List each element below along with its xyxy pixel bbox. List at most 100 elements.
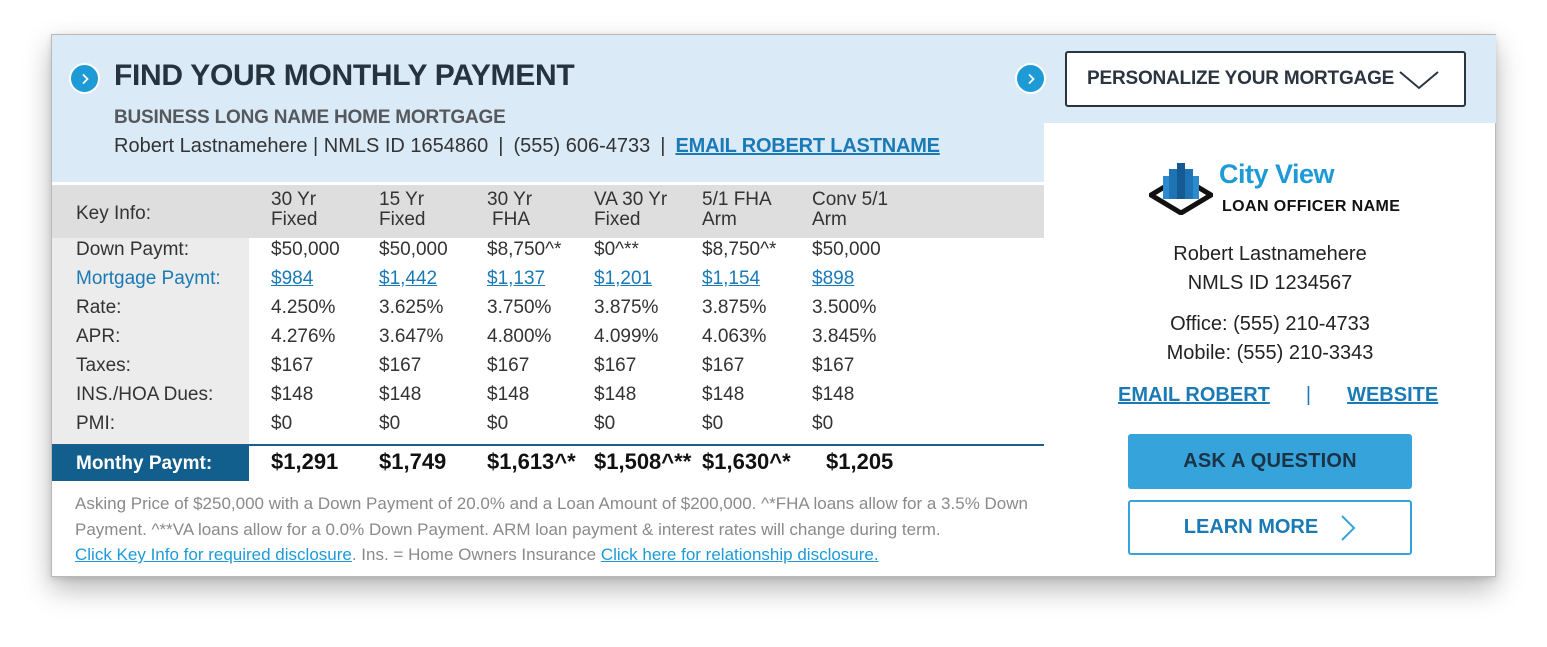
monthly-paymt-value: $1,630^* bbox=[702, 449, 791, 474]
table-cell: $167 bbox=[271, 355, 314, 376]
monthly-paymt-value: $1,613^* bbox=[487, 449, 576, 474]
table-cell: $0 bbox=[812, 413, 834, 434]
officer-phone: (555) 606-4733 bbox=[513, 135, 651, 157]
officer-name-nmls: Robert Lastnamehere | NMLS ID 1654860 bbox=[114, 135, 489, 157]
table-cell: $148 bbox=[487, 384, 530, 405]
chevron-right-icon bbox=[1027, 73, 1035, 84]
expand-payment-button[interactable] bbox=[69, 63, 100, 94]
email-robert-link[interactable]: EMAIL ROBERT bbox=[1118, 384, 1270, 406]
table-cell: 3.625% bbox=[379, 297, 444, 318]
row-label: PMI: bbox=[76, 413, 116, 434]
table-cell: $148 bbox=[594, 384, 637, 405]
table-header bbox=[52, 185, 1044, 238]
monthly-paymt-value: $1,749 bbox=[379, 449, 447, 474]
table-cell: 3.647% bbox=[379, 326, 444, 347]
monthly-paymt-value: $1,508^** bbox=[594, 449, 692, 474]
chevron-right-icon bbox=[81, 73, 89, 84]
mortgage-paymt-link[interactable]: $898 bbox=[812, 268, 855, 289]
table-cell: $148 bbox=[271, 384, 314, 405]
table-cell: $0 bbox=[702, 413, 724, 434]
divider bbox=[52, 444, 1044, 446]
personalize-toggle-button[interactable] bbox=[1015, 63, 1046, 94]
mobile-phone: Mobile: (555) 210-3343 bbox=[1166, 342, 1374, 364]
monthly-paymt-value: $1,205 bbox=[826, 449, 894, 474]
row-label: Taxes: bbox=[76, 355, 131, 376]
office-phone: Office: (555) 210-4733 bbox=[1170, 313, 1370, 335]
table-cell: $167 bbox=[487, 355, 530, 376]
disclaimer-text: Asking Price of $250,000 with a Down Pay… bbox=[75, 494, 1028, 539]
personalize-label: PERSONALIZE YOUR MORTGAGE bbox=[1087, 68, 1395, 89]
table-cell: $50,000 bbox=[271, 239, 340, 260]
table-cell: $0 bbox=[594, 413, 616, 434]
officer-links: EMAIL ROBERT | WEBSITE bbox=[1118, 384, 1438, 407]
table-cell: 4.099% bbox=[594, 326, 659, 347]
table-cell: $167 bbox=[379, 355, 422, 376]
table-cell: $167 bbox=[812, 355, 855, 376]
separator: | bbox=[498, 135, 504, 157]
learn-more-label: LEARN MORE bbox=[1183, 516, 1319, 538]
table-cell: 3.875% bbox=[702, 297, 767, 318]
chevron-right-icon bbox=[1341, 514, 1356, 541]
column-header: 30 Yr FHA bbox=[487, 189, 533, 230]
row-label: INS./HOA Dues: bbox=[76, 384, 214, 405]
relationship-disclosure-link[interactable]: Click here for relationship disclosure. bbox=[600, 545, 879, 564]
disclaimer: Asking Price of $250,000 with a Down Pay… bbox=[75, 491, 1045, 568]
column-header: Conv 5/1 Arm bbox=[812, 189, 889, 230]
table-cell: 4.063% bbox=[702, 326, 767, 347]
learn-more-button[interactable]: LEARN MORE bbox=[1128, 500, 1412, 555]
table-cell: $0^** bbox=[594, 239, 639, 260]
table-cell: 4.800% bbox=[487, 326, 552, 347]
separator: | bbox=[1305, 384, 1312, 406]
column-header: 30 Yr Fixed bbox=[271, 189, 318, 230]
website-link[interactable]: WEBSITE bbox=[1347, 384, 1439, 406]
table-cell: 3.500% bbox=[812, 297, 877, 318]
column-header: VA 30 Yr Fixed bbox=[594, 189, 668, 230]
officer-contact-line: Robert Lastnamehere | NMLS ID 1654860 | … bbox=[114, 135, 940, 158]
column-header: 15 Yr Fixed bbox=[379, 189, 426, 230]
table-cell: 3.845% bbox=[812, 326, 877, 347]
mortgage-widget: FIND YOUR MONTHLY PAYMENT BUSINESS LONG … bbox=[51, 34, 1496, 577]
brand-subtitle: LOAN OFFICER NAME bbox=[1222, 198, 1401, 215]
table-cell: $148 bbox=[379, 384, 422, 405]
table-cell: $0 bbox=[379, 413, 401, 434]
brand-name: City View bbox=[1219, 159, 1335, 189]
column-header: 5/1 FHA Arm bbox=[702, 189, 772, 230]
chevron-down-icon bbox=[1399, 71, 1439, 90]
mortgage-paymt-link[interactable]: $1,137 bbox=[487, 268, 546, 289]
business-name: BUSINESS LONG NAME HOME MORTGAGE bbox=[114, 107, 506, 128]
officer-nmls: NMLS ID 1234567 bbox=[1187, 272, 1353, 294]
row-label: Rate: bbox=[76, 297, 122, 318]
table-cell: $148 bbox=[702, 384, 745, 405]
table-cell: $167 bbox=[702, 355, 745, 376]
mortgage-paymt-link[interactable]: $1,154 bbox=[702, 268, 761, 289]
mortgage-paymt-link[interactable]: $1,442 bbox=[379, 268, 438, 289]
ask-question-button[interactable]: ASK A QUESTION bbox=[1128, 434, 1412, 489]
table-cell: $50,000 bbox=[379, 239, 448, 260]
table-cell: 4.250% bbox=[271, 297, 336, 318]
table-cell: $50,000 bbox=[812, 239, 881, 260]
table-cell: $148 bbox=[812, 384, 855, 405]
row-label: Down Paymt: bbox=[76, 239, 189, 260]
mortgage-paymt-link[interactable]: $984 bbox=[271, 268, 314, 289]
email-officer-link[interactable]: EMAIL ROBERT LASTNAME bbox=[675, 135, 940, 157]
table-cell: $0 bbox=[487, 413, 509, 434]
officer-name: Robert Lastnamehere bbox=[1173, 243, 1367, 265]
table-cell: $8,750^* bbox=[702, 239, 777, 260]
building-logo-icon bbox=[1149, 163, 1213, 215]
key-info-disclosure-link[interactable]: Click Key Info for required disclosure bbox=[75, 545, 352, 564]
row-label-column bbox=[52, 238, 249, 444]
disclaimer-text: . Ins. = Home Owners Insurance bbox=[351, 545, 601, 564]
header-band bbox=[52, 35, 1044, 182]
table-cell: $8,750^* bbox=[487, 239, 562, 260]
table-cell: 3.875% bbox=[594, 297, 659, 318]
table-cell: $0 bbox=[271, 413, 293, 434]
table-cell: $167 bbox=[594, 355, 637, 376]
row-label: APR: bbox=[76, 326, 121, 347]
personalize-dropdown[interactable]: PERSONALIZE YOUR MORTGAGE bbox=[1065, 51, 1466, 107]
monthly-paymt-label: Monthy Paymt: bbox=[52, 446, 249, 481]
page-title: FIND YOUR MONTHLY PAYMENT bbox=[114, 59, 575, 92]
key-info-label[interactable]: Key Info: bbox=[76, 203, 151, 224]
mortgage-paymt-link[interactable]: $1,201 bbox=[594, 268, 653, 289]
mortgage-paymt-label[interactable]: Mortgage Paymt: bbox=[76, 268, 221, 289]
table-cell: 4.276% bbox=[271, 326, 336, 347]
